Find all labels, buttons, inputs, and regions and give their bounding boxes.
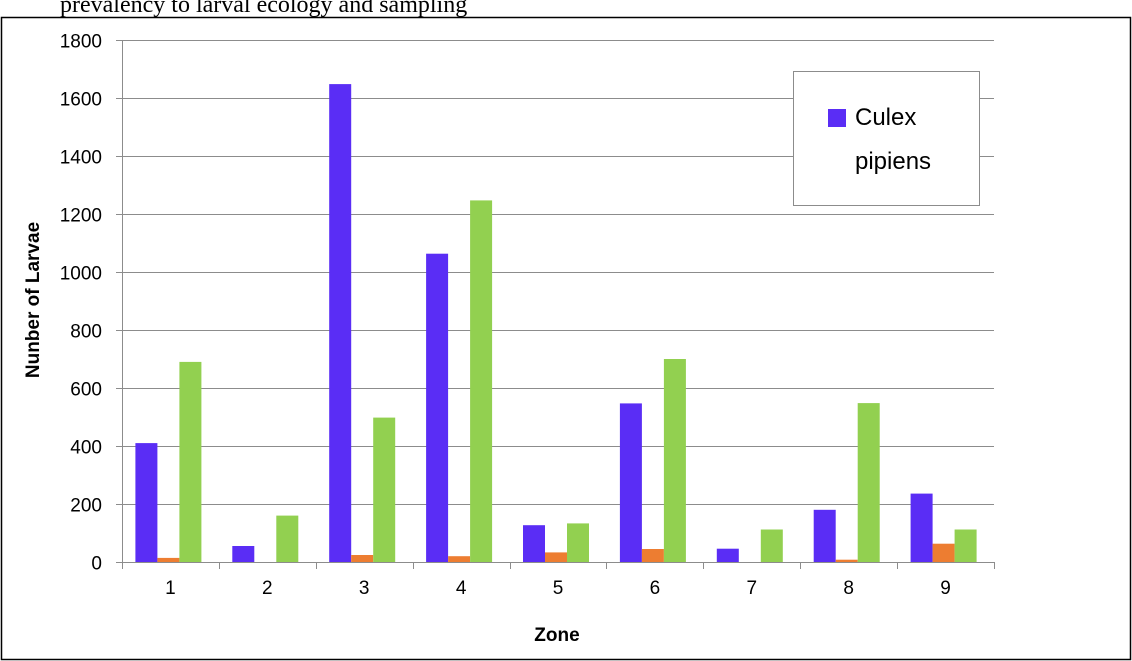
y-tick-label: 1000: [60, 264, 102, 285]
bar-series-2-zone-8: [835, 559, 858, 562]
bar-series-2-zone-3: [351, 555, 374, 562]
y-tick-label: 1200: [60, 206, 102, 227]
y-tick-label: 1600: [60, 90, 102, 111]
x-tick-label: 5: [553, 578, 564, 599]
x-tick-label: 3: [359, 578, 370, 599]
legend-swatch-culex-pipiens: [828, 109, 846, 127]
bar-series-3-zone-7: [760, 529, 783, 562]
bar-series-3-zone-3: [373, 417, 396, 562]
x-tick-label: 7: [746, 578, 757, 599]
y-axis-title: Nunber of Larvae: [23, 222, 44, 378]
x-tick-label: 1: [165, 578, 176, 599]
y-tick-label: 0: [91, 554, 102, 575]
legend-box: [793, 71, 980, 206]
bar-series-3-zone-6: [663, 359, 686, 562]
bar-series-2-zone-5: [545, 552, 567, 562]
y-tick-label: 200: [70, 496, 102, 517]
header-text: prevalency to larval ecology and samplin…: [60, 0, 467, 18]
bar-series-1-zone-4: [426, 253, 449, 562]
y-tick-label: 1400: [60, 148, 102, 169]
bar-series-3-zone-5: [567, 523, 589, 562]
legend-label-line1: Culex: [855, 104, 916, 131]
x-tick-label: 8: [843, 578, 854, 599]
bar-series-2-zone-4: [448, 556, 471, 562]
y-axis-ticks: 0 200 400 600 800 1000 1200 1400 1600 1800: [60, 32, 102, 575]
bar-series-1-zone-1: [135, 443, 158, 562]
bar-series-1-zone-5: [523, 525, 545, 562]
x-axis-title: Zone: [534, 625, 579, 646]
bar-series-1-zone-6: [619, 403, 642, 562]
bar-series-1-zone-3: [329, 84, 352, 562]
bar-series-1-zone-7: [716, 548, 739, 562]
y-tick-label: 800: [70, 322, 102, 343]
bar-series-3-zone-8: [857, 403, 880, 562]
bar-series-1-zone-9: [910, 493, 933, 562]
bar-series-3-zone-9: [954, 529, 977, 562]
x-tick-label: 6: [650, 578, 661, 599]
legend-label-line2: pipiens: [855, 148, 931, 175]
x-tick-label: 4: [456, 578, 467, 599]
bar-series-1-zone-8: [813, 509, 836, 562]
bar-series-2-zone-9: [932, 543, 955, 562]
x-tick-label: 2: [262, 578, 273, 599]
bars: [135, 84, 977, 562]
axes: [116, 40, 995, 569]
y-tick-label: 400: [70, 438, 102, 459]
bar-series-2-zone-1: [157, 557, 180, 562]
bar-series-2-zone-6: [641, 549, 664, 562]
bar-series-3-zone-4: [470, 200, 493, 562]
y-tick-label: 1800: [60, 32, 102, 53]
x-tick-label: 9: [940, 578, 951, 599]
bar-series-3-zone-1: [179, 361, 202, 562]
x-axis-ticks: 1 2 3 4 5 6 7 8 9: [165, 578, 951, 599]
bar-series-1-zone-2: [232, 546, 255, 562]
y-tick-label: 600: [70, 380, 102, 401]
bar-series-3-zone-2: [276, 515, 299, 562]
legend: Culex pipiens: [793, 71, 980, 206]
